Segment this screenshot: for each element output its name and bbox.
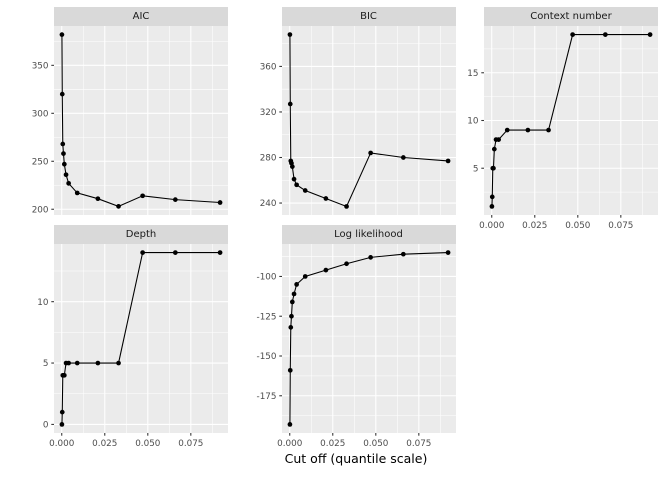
svg-text:0.000: 0.000 — [479, 221, 505, 231]
facet-strip-context-number: Context number — [484, 7, 658, 26]
svg-text:0.075: 0.075 — [406, 439, 431, 449]
svg-text:0.050: 0.050 — [135, 439, 161, 449]
svg-text:10: 10 — [467, 117, 479, 127]
svg-text:0.050: 0.050 — [363, 439, 389, 449]
facet-strip-aic: AIC — [54, 7, 228, 26]
facet-strip-depth: Depth — [54, 224, 228, 244]
svg-text:-125: -125 — [256, 312, 276, 322]
svg-text:250: 250 — [32, 157, 49, 167]
facet-panel-bic: 240 280 320 360 — [259, 26, 456, 215]
svg-text:5: 5 — [43, 359, 49, 369]
facet-panel-aic: 200 250 300 350 — [32, 26, 228, 215]
x-axis-title: Cut off (quantile scale) — [284, 451, 428, 466]
svg-text:-150: -150 — [256, 352, 276, 362]
svg-text:15: 15 — [467, 69, 478, 79]
svg-text:-175: -175 — [256, 391, 276, 401]
svg-text:240: 240 — [259, 199, 276, 209]
facet-panel-context-number: 5 10 15 0.000 0.025 0.050 0.075 — [467, 26, 658, 231]
svg-text:0.025: 0.025 — [92, 439, 117, 449]
svg-text:5: 5 — [473, 164, 479, 174]
svg-text:0.000: 0.000 — [277, 439, 303, 449]
svg-text:0: 0 — [43, 420, 49, 430]
facet-strip-bic: BIC — [281, 7, 456, 26]
svg-text:0.025: 0.025 — [522, 221, 547, 231]
svg-text:0.050: 0.050 — [565, 221, 591, 231]
svg-text:10: 10 — [37, 297, 49, 307]
svg-text:0.000: 0.000 — [49, 439, 75, 449]
facet-strip-log-likelihood: Log likelihood — [281, 224, 456, 244]
facet-panel-depth: 0 5 10 0.000 0.025 0.050 0.075 — [37, 243, 228, 449]
svg-text:200: 200 — [32, 205, 49, 215]
svg-text:350: 350 — [32, 61, 49, 71]
svg-text:-100: -100 — [256, 272, 276, 282]
svg-text:300: 300 — [32, 109, 49, 119]
svg-text:0.025: 0.025 — [320, 439, 345, 449]
svg-text:320: 320 — [259, 108, 276, 118]
svg-text:280: 280 — [259, 154, 276, 164]
svg-text:0.075: 0.075 — [608, 221, 633, 231]
facet-panel-log-likelihood: -175 -150 -125 -100 0.000 0.025 0.050 0.075 — [256, 243, 456, 449]
svg-text:0.075: 0.075 — [178, 439, 203, 449]
svg-text:360: 360 — [259, 63, 276, 73]
